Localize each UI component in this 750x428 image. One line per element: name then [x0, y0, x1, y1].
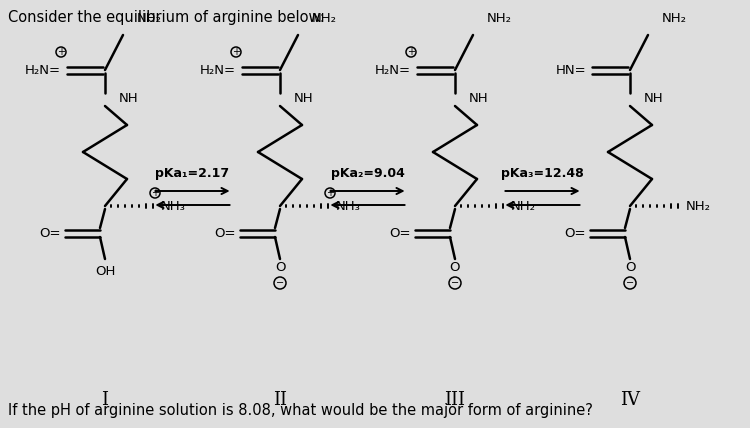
Text: I: I [101, 391, 109, 409]
Text: H₂N=: H₂N= [25, 63, 61, 77]
Text: O=: O= [565, 226, 586, 240]
Text: NH₂: NH₂ [686, 199, 711, 212]
Text: −: − [451, 278, 459, 288]
Text: O=: O= [389, 226, 411, 240]
Text: NH₂: NH₂ [511, 199, 536, 212]
Text: +: + [57, 47, 65, 57]
Text: II: II [273, 391, 287, 409]
Text: NH: NH [469, 92, 489, 104]
Text: +: + [232, 47, 240, 57]
Text: +: + [326, 188, 334, 198]
Text: H₂N=: H₂N= [375, 63, 411, 77]
Text: Consider the equilibrium of arginine below:: Consider the equilibrium of arginine bel… [8, 10, 325, 25]
Text: pKa₂=9.04: pKa₂=9.04 [331, 166, 404, 179]
Text: If the pH of arginine solution is 8.08, what would be the major form of arginine: If the pH of arginine solution is 8.08, … [8, 403, 592, 418]
Text: O=: O= [214, 226, 236, 240]
Text: NH₂: NH₂ [312, 12, 337, 25]
Text: OH: OH [94, 265, 116, 278]
Text: NH: NH [294, 92, 314, 104]
Text: O=: O= [40, 226, 61, 240]
Text: NH₃: NH₃ [161, 199, 186, 212]
Text: +: + [151, 188, 159, 198]
Text: −: − [276, 278, 284, 288]
Text: NH₂: NH₂ [662, 12, 687, 25]
Text: O: O [625, 261, 635, 274]
Text: H₂N=: H₂N= [200, 63, 236, 77]
Text: O: O [274, 261, 285, 274]
Text: −: − [626, 278, 634, 288]
Text: pKa₁=2.17: pKa₁=2.17 [155, 166, 230, 179]
Text: O: O [450, 261, 460, 274]
Text: +: + [407, 47, 415, 57]
Text: IV: IV [620, 391, 640, 409]
Text: NH₃: NH₃ [336, 199, 361, 212]
Text: NH₂: NH₂ [137, 12, 162, 25]
Text: NH₂: NH₂ [487, 12, 512, 25]
Text: HN=: HN= [555, 63, 586, 77]
Text: III: III [445, 391, 466, 409]
Text: NH: NH [119, 92, 139, 104]
Text: NH: NH [644, 92, 664, 104]
Text: pKa₃=12.48: pKa₃=12.48 [501, 166, 584, 179]
